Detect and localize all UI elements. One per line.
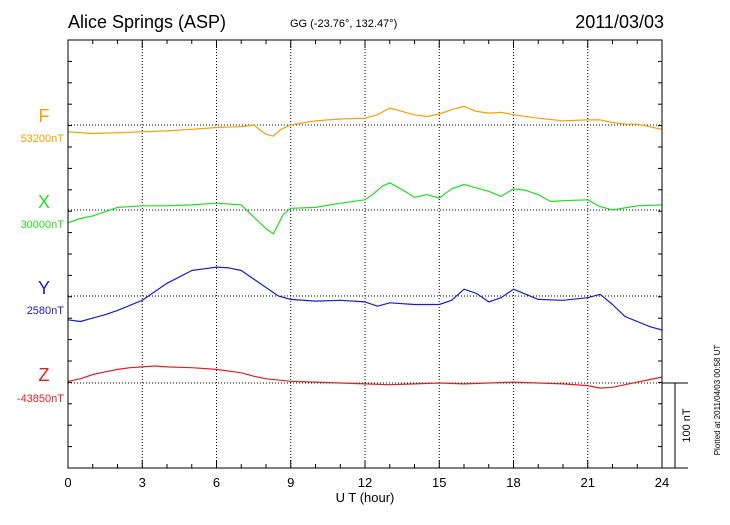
series-label-y: Y xyxy=(38,278,50,298)
plotted-timestamp: Plotted at 2011/04/03 00:58 UT xyxy=(713,345,722,456)
station-coords: GG (-23.76°, 132.47°) xyxy=(290,18,397,30)
series-label-z: Z xyxy=(39,365,50,385)
series-label-f: F xyxy=(39,106,50,126)
station-title: Alice Springs (ASP) xyxy=(68,12,226,32)
x-axis-label: U T (hour) xyxy=(336,490,395,505)
axis-ticks xyxy=(67,40,663,468)
series-baseline-f: 53200nT xyxy=(21,133,65,145)
x-tick-labels: 0 3 6 9 12 15 18 21 24 xyxy=(64,475,669,490)
series-lines xyxy=(67,105,663,389)
x-tick-label: 15 xyxy=(432,475,446,490)
x-tick-label: 21 xyxy=(581,475,595,490)
series-line-f xyxy=(67,105,663,137)
series-baseline-x: 30000nT xyxy=(21,219,65,231)
series-line-y xyxy=(67,266,663,331)
x-tick-label: 6 xyxy=(213,475,220,490)
series-labels: F 53200nT X 30000nT Y 2580nT Z -43850nT xyxy=(17,106,64,405)
x-tick-label: 0 xyxy=(64,475,71,490)
x-tick-label: 3 xyxy=(139,475,146,490)
series-label-x: X xyxy=(38,192,50,212)
scale-bar: 100 nT xyxy=(662,382,693,469)
plot-date: 2011/03/03 xyxy=(575,12,664,32)
x-tick-label: 18 xyxy=(506,475,520,490)
x-tick-label: 24 xyxy=(655,475,669,490)
series-line-x xyxy=(67,182,663,235)
baselines xyxy=(68,124,662,384)
series-baseline-y: 2580nT xyxy=(27,305,65,317)
x-tick-label: 12 xyxy=(358,475,372,490)
series-baseline-z: -43850nT xyxy=(17,393,64,405)
series-line-z xyxy=(67,365,663,389)
scale-bar-label: 100 nT xyxy=(681,408,693,443)
x-tick-label: 9 xyxy=(287,475,294,490)
